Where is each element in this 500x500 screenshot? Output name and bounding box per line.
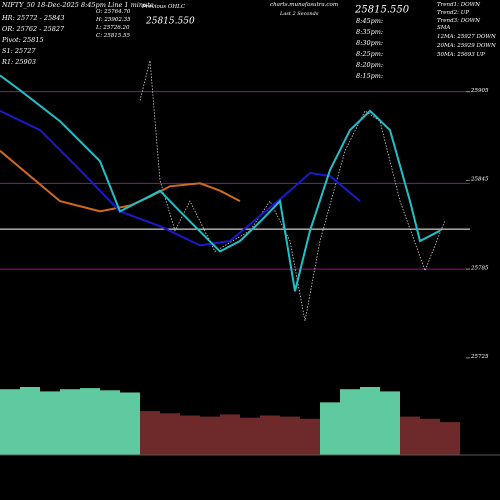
volume-bar [100,390,120,455]
sma-label: 12MA: 25927 DOWN [437,34,496,40]
volume-bar [340,389,360,455]
volume-bar [120,392,140,455]
trend-label: Trend3: DOWN [437,18,480,24]
ohlc-label: C: 25815.55 [96,33,131,39]
volume-bar [240,417,260,455]
y-tick-label: 25725 [470,354,489,360]
volume-bar [380,391,400,455]
volume-bar [40,391,60,455]
volume-bar [260,415,280,455]
trend-label: Trend2: UP [437,10,469,16]
info-label: HR: 25772 - 25843 [1,14,65,22]
site-note: Last 2 Seconds [279,11,319,17]
recent-price: 25815.550 [354,4,410,15]
info-label: OR: 25762 - 25827 [2,25,65,33]
volume-bar [0,389,20,455]
time-label: 8:45pm: [356,17,383,25]
time-label: 8:25pm: [356,50,383,58]
series-line [0,109,361,247]
time-label: 8:15pm: [356,72,383,80]
volume-bar [20,387,40,455]
sma-label: 50MA: 25693 UP [437,52,485,58]
volume-bar [200,416,220,455]
sma-label: 20MA: 25929 DOWN [436,43,496,49]
volume-bar [360,387,380,455]
volume-bar [80,388,100,455]
ohlc-label: L: 25726.20 [95,25,130,31]
series-line [139,60,446,321]
time-label: 8:20pm: [356,61,383,69]
volume-bar [180,415,200,455]
sma-label: SMA [437,25,450,31]
volume-bar [160,413,180,455]
previous-ohlc-title: Previous OHLC [141,4,186,10]
info-label: Pivot: 25815 [1,36,44,44]
volume-bar [300,418,320,455]
last-price: 25815.550 [145,17,195,27]
time-label: 8:30pm: [356,39,383,47]
y-tick-label: 25905 [470,88,489,94]
volume-bar [220,414,240,455]
volume-bar [320,402,340,455]
series-line [0,74,441,292]
chart-title: NIFTY_50 18-Dec-2025 8:45pm Line 1 minut… [1,1,154,9]
volume-bar [280,416,300,455]
time-label: 8:35pm: [356,28,383,36]
volume-bar [440,422,460,455]
info-label: R1: 25903 [1,58,36,66]
volume-bar [140,411,160,455]
trend-label: Trend1: DOWN [437,2,480,8]
volume-bar [60,389,80,455]
ohlc-label: H: 25902.35 [95,17,131,23]
site: charts.munafasutra.com [270,2,338,8]
ohlc-label: O: 25764.70 [96,9,131,15]
info-label: S1: 25727 [2,47,36,55]
y-tick-label: 25845 [470,177,489,183]
volume-bar [420,418,440,455]
volume-bar [400,416,420,455]
y-tick-label: 25785 [470,265,489,271]
